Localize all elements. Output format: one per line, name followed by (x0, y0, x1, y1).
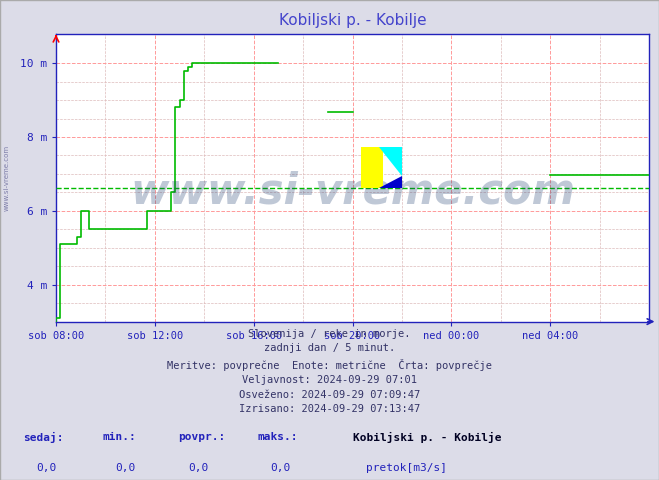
Text: min.:: min.: (102, 432, 136, 442)
Text: 0,0: 0,0 (188, 463, 208, 473)
Text: 0,0: 0,0 (115, 463, 136, 473)
Text: maks.:: maks.: (257, 432, 297, 442)
Text: www.si-vreme.com: www.si-vreme.com (3, 144, 10, 211)
Text: sedaj:: sedaj: (23, 432, 63, 443)
Bar (361, 147, 384, 188)
Title: Kobiljski p. - Kobilje: Kobiljski p. - Kobilje (279, 13, 426, 28)
Text: povpr.:: povpr.: (178, 432, 225, 442)
Text: Kobiljski p. - Kobilje: Kobiljski p. - Kobilje (353, 432, 501, 443)
Polygon shape (380, 147, 402, 176)
Text: pretok[m3/s]: pretok[m3/s] (366, 463, 447, 473)
Text: 0,0: 0,0 (270, 463, 291, 473)
Text: 0,0: 0,0 (36, 463, 57, 473)
Text: Slovenija / reke in morje.
zadnji dan / 5 minut.
Meritve: povprečne  Enote: metr: Slovenija / reke in morje. zadnji dan / … (167, 329, 492, 414)
Polygon shape (380, 176, 402, 188)
Text: www.si-vreme.com: www.si-vreme.com (130, 171, 575, 213)
